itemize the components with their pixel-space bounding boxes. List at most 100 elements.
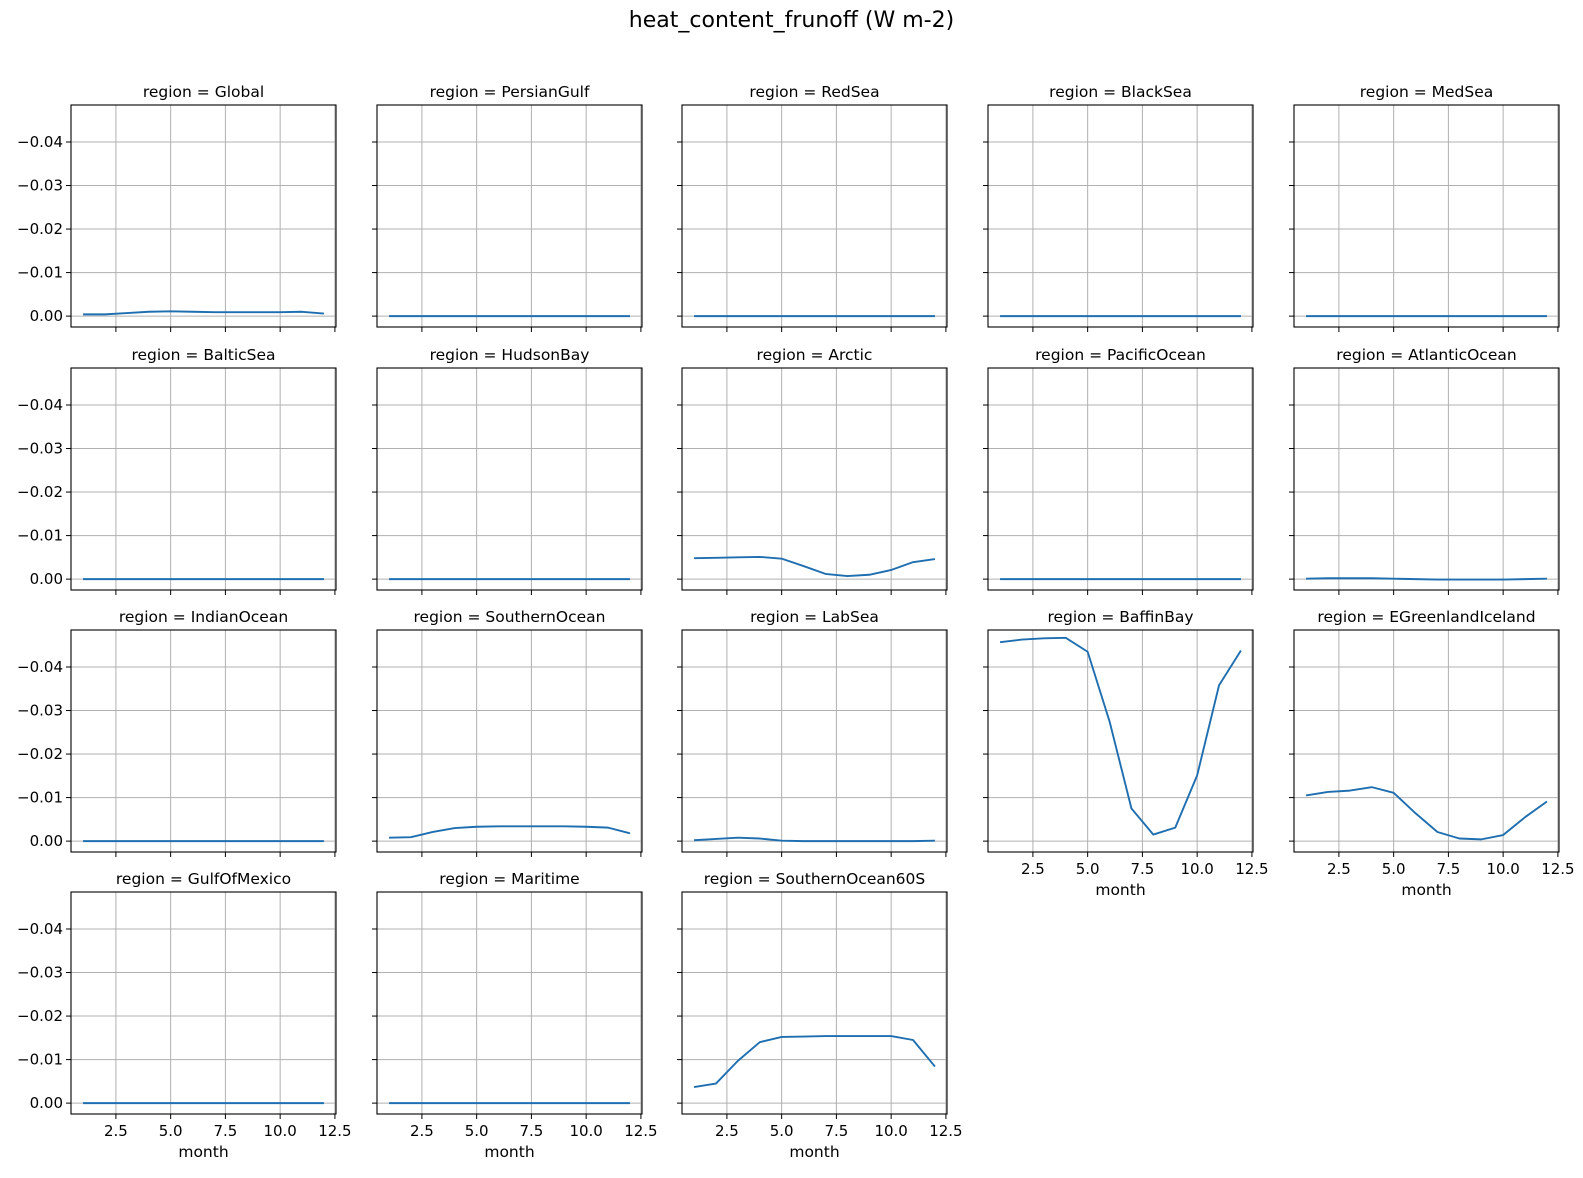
panel-RedSea: region = RedSea [677,83,948,332]
panel-title: region = AtlanticOcean [1336,346,1516,364]
panel-IndianOcean: region = IndianOcean 0.00 −0.01 −0.02 −0.03 −… [17,608,337,857]
x-tick-label: 7.5 [1436,860,1460,878]
x-tick-label: 10.0 [1486,860,1519,878]
x-tick-label: 2.5 [410,1122,434,1140]
y-tick-label: −0.01 [17,789,63,807]
panel-MedSea: region = MedSea [1289,83,1560,332]
y-tick-label: −0.04 [17,396,63,414]
x-tick-label: 12.5 [624,1122,657,1140]
x-tick-label: 12.5 [929,1122,962,1140]
x-tick-label: 10.0 [1180,860,1213,878]
axes-frame [681,104,948,328]
panel-title: region = GulfOfMexico [116,870,291,888]
x-tick-label: 7.5 [213,1122,237,1140]
panel-GulfOfMexico: region = GulfOfMexico 2.5 5.0 7.5 10.0 12.5 mo… [17,870,352,1161]
y-tick-label: 0.00 [30,1094,63,1112]
x-tick-label: 5.0 [159,1122,183,1140]
axes-frame [70,367,337,591]
panel-Arctic: region = Arctic [677,346,948,595]
axes-frame [376,104,643,328]
x-tick-label: 5.0 [1076,860,1100,878]
x-axis-label: month [789,1143,839,1161]
x-tick-label: 7.5 [519,1122,543,1140]
y-tick-label: −0.03 [17,702,63,720]
panel-BlackSea: region = BlackSea [983,83,1254,332]
y-tick-label: 0.00 [30,570,63,588]
x-tick-label: 5.0 [770,1122,794,1140]
axes-frame [376,891,643,1115]
y-tick-label: 0.00 [30,307,63,325]
axes-frame [70,891,337,1115]
x-tick-label: 10.0 [263,1122,296,1140]
panel-Maritime: region = Maritime 2.5 5.0 7.5 10.0 12.5 month [372,870,658,1161]
panel-HudsonBay: region = HudsonBay [372,346,643,595]
y-tick-label: −0.01 [17,264,63,282]
axes-frame [987,104,1254,328]
x-tick-label: 5.0 [1382,860,1406,878]
series-line-EGreenlandIceland [1305,786,1548,841]
axes-frame [1293,104,1560,328]
panel-title: region = SouthernOcean [414,608,606,626]
x-tick-label: 7.5 [1130,860,1154,878]
x-tick-label: 2.5 [1327,860,1351,878]
panel-BaffinBay: region = BaffinBay 2.5 5.0 7.5 10.0 12.5 month [983,608,1269,899]
x-tick-label: 5.0 [465,1122,489,1140]
y-tick-label: −0.04 [17,133,63,151]
y-tick-label: −0.03 [17,177,63,195]
x-tick-label: 7.5 [824,1122,848,1140]
x-tick-label: 12.5 [1235,860,1268,878]
axes-frame [681,629,948,853]
axes-frame [70,104,337,328]
x-tick-label: 10.0 [569,1122,602,1140]
series-line-SouthernOcean [389,825,631,839]
y-tick-label: −0.02 [17,1007,63,1025]
panel-PersianGulf: region = PersianGulf [372,83,643,332]
x-tick-label: 10.0 [874,1122,907,1140]
panel-EGreenlandIceland: region = EGreenlandIceland 2.5 5.0 7.5 10.0 1… [1289,608,1575,899]
panel-SouthernOcean60S: region = SouthernOcean60S 2.5 5.0 7.5 10.0 12… [677,870,963,1161]
x-tick-label: 2.5 [715,1122,739,1140]
panel-title: region = LabSea [750,608,879,626]
panel-title: region = SouthernOcean60S [704,870,926,888]
y-tick-label: −0.03 [17,440,63,458]
series-line-LabSea [693,836,935,843]
series-line-Global [83,310,325,316]
y-tick-label: −0.01 [17,1051,63,1069]
x-axis-label: month [1095,881,1145,899]
y-tick-label: −0.02 [17,483,63,501]
panel-title: region = PersianGulf [430,83,590,101]
axes-frame [1293,629,1560,853]
panel-title: region = RedSea [749,83,879,101]
x-tick-label: 12.5 [318,1122,351,1140]
x-tick-label: 2.5 [1021,860,1045,878]
panel-grid: region = Global0.00−0.01−0.02−0.03−0.04r… [17,83,1575,1161]
figure-title: heat_content_frunoff (W m-2) [629,8,954,33]
y-tick-label: −0.04 [17,920,63,938]
x-tick-label: 12.5 [1541,860,1574,878]
panel-title: region = HudsonBay [430,346,590,364]
panel-title: region = PacificOcean [1035,346,1206,364]
panel-title: region = EGreenlandIceland [1317,608,1535,626]
panel-Global: region = Global 0.00 −0.01 −0.02 −0.03 −0.04 [17,83,337,332]
panel-title: region = Global [143,83,264,101]
axes-frame [681,367,948,591]
panel-title: region = Arctic [757,346,873,364]
series-line-AtlanticOcean [1306,577,1547,581]
y-tick-label: −0.02 [17,745,63,763]
y-tick-label: −0.02 [17,220,63,238]
axes-frame [376,629,643,853]
series-line-SouthernOcean60S [693,1035,936,1088]
y-tick-label: 0.00 [30,832,63,850]
panel-title: region = BaffinBay [1047,608,1193,626]
panel-AtlanticOcean: region = AtlanticOcean [1289,346,1560,595]
axes-frame [1293,367,1560,591]
y-tick-label: −0.03 [17,964,63,982]
x-axis-label: month [1401,881,1451,899]
panel-BalticSea: region = BalticSea 0.00 −0.01 −0.02 −0.03 −0.… [17,346,337,595]
panel-SouthernOcean: region = SouthernOcean [372,608,643,857]
series-line-Arctic [694,555,936,578]
x-axis-label: month [178,1143,228,1161]
axes-frame [70,629,337,853]
